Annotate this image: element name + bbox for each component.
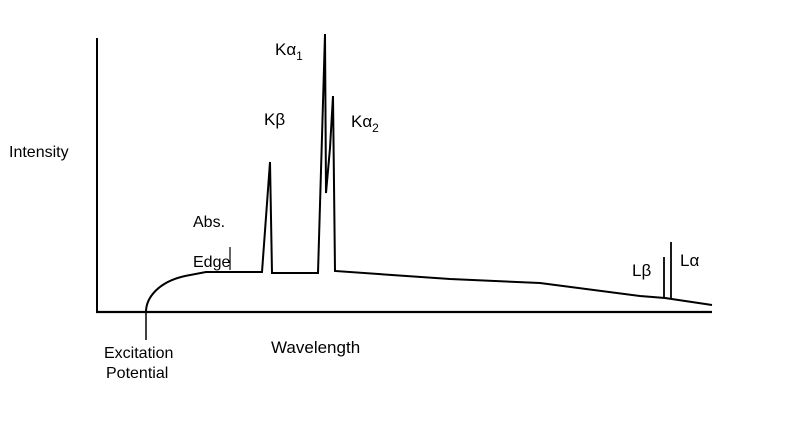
x-axis-label: Wavelength: [271, 338, 360, 357]
k-alpha2-label: Kα2: [351, 112, 379, 135]
l-alpha-label: Lα: [680, 251, 699, 270]
l-beta-label: Lβ: [632, 261, 651, 280]
excitation-label-2: Potential: [106, 365, 168, 382]
abs-edge-label-2: Edge: [193, 254, 230, 271]
abs-edge-label-1: Abs.: [193, 214, 225, 231]
k-beta-label: Kβ: [264, 110, 285, 129]
y-axis-label: Intensity: [9, 144, 69, 161]
spectrum-curve: [145, 33, 713, 313]
excitation-label-1: Excitation: [104, 345, 173, 362]
k-alpha1-label: Kα1: [275, 40, 303, 63]
